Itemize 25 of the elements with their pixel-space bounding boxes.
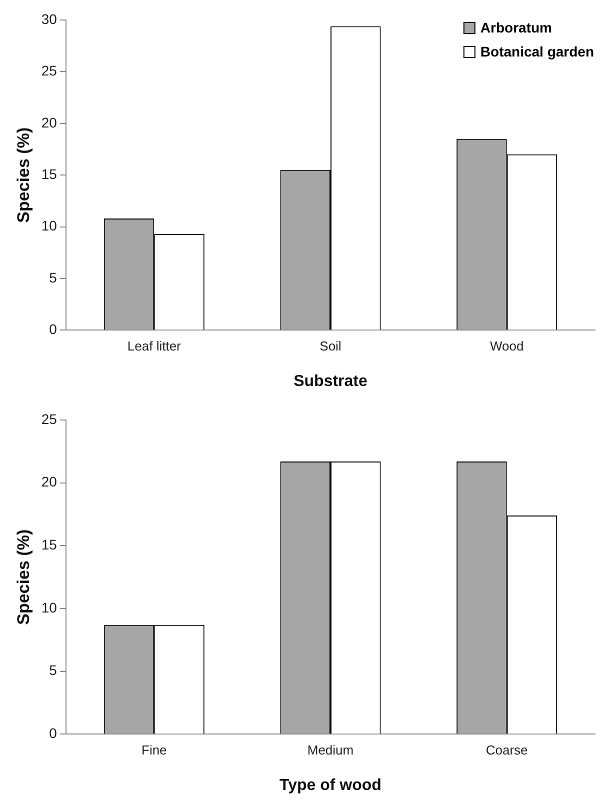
x-tick-label: Wood <box>490 338 524 354</box>
legend-label: Arboratum <box>480 19 552 36</box>
y-tick-label: 0 <box>49 725 58 742</box>
y-tick-label: 20 <box>41 474 58 490</box>
y-tick-label: 5 <box>49 269 58 286</box>
y-tick-label: 25 <box>41 62 58 79</box>
y-tick-label: 10 <box>41 599 58 616</box>
y-tick-label: 20 <box>41 114 58 130</box>
y-tick-label: 25 <box>41 410 58 427</box>
x-axis-title: Type of wood <box>280 776 382 794</box>
x-tick-label: Medium <box>307 742 354 758</box>
y-tick-label: 0 <box>49 321 58 338</box>
x-tick-label: Coarse <box>486 742 528 758</box>
y-tick-label: 5 <box>49 662 58 678</box>
x-tick-label: Fine <box>141 742 167 758</box>
y-axis-title: Species (%) <box>14 127 33 223</box>
x-axis-title: Substrate <box>294 372 368 390</box>
y-tick-label: 30 <box>41 10 58 27</box>
y-tick-label: 10 <box>41 218 58 234</box>
y-tick-label: 15 <box>41 536 58 553</box>
y-tick-label: 15 <box>41 166 58 182</box>
x-tick-label: Soil <box>320 338 342 354</box>
y-axis-title: Species (%) <box>14 529 33 625</box>
legend-label: Botanical garden <box>480 43 594 60</box>
x-tick-label: Leaf litter <box>127 338 182 354</box>
